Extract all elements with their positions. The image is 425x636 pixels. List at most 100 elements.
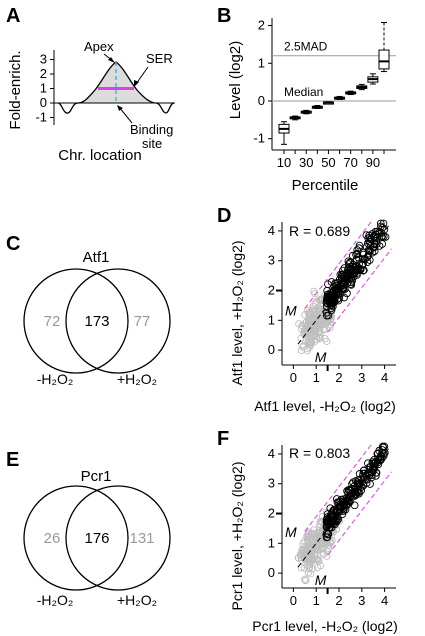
scatter-point-dark bbox=[353, 246, 362, 254]
scatter-median-x-marker: M bbox=[315, 349, 327, 365]
panel-a-ytick-label: 1 bbox=[40, 81, 47, 96]
scatter-point-light bbox=[305, 561, 314, 569]
scatter-point-dark bbox=[324, 280, 332, 289]
scatter-point-light bbox=[307, 321, 316, 330]
scatter-point-dark bbox=[365, 256, 374, 264]
binding-label: Binding bbox=[130, 122, 173, 137]
scatter-xtick-label: 3 bbox=[358, 370, 365, 385]
panel-a-xlabel: Chr. location bbox=[58, 147, 141, 164]
scatter-point-dark bbox=[323, 290, 332, 299]
scatter-point-light bbox=[323, 552, 331, 560]
scatter-xtick-label: 2 bbox=[335, 593, 342, 608]
venn-c-right-circle bbox=[65, 268, 171, 374]
scatter-point-light bbox=[298, 321, 306, 330]
scatter-point-dark bbox=[366, 235, 375, 243]
scatter-ytick-label: 2 bbox=[268, 506, 275, 521]
scatter-point-dark bbox=[363, 470, 372, 478]
scatter-point-light bbox=[312, 324, 320, 332]
scatter-xtick-label: 2 bbox=[335, 370, 342, 385]
scatter-point-dark bbox=[331, 520, 339, 529]
scatter-xtick-label: 0 bbox=[290, 593, 297, 608]
scatter-xtick-label: 1 bbox=[313, 370, 320, 385]
scatter-point-dark bbox=[337, 495, 346, 504]
scatter-median-y-marker: M bbox=[285, 524, 297, 540]
panel-f: F Pcr1 level, +H₂O₂ (log2) Pcr1 level, -… bbox=[217, 428, 398, 634]
scatter-point-dark bbox=[348, 480, 356, 488]
scatter-point-dark bbox=[367, 468, 376, 476]
scatter-point-dark bbox=[339, 279, 348, 288]
scatter-point-dark bbox=[363, 239, 372, 248]
scatter-point-dark bbox=[348, 251, 357, 260]
scatter-point-dark bbox=[348, 276, 357, 285]
venn-c-title: Atf1 bbox=[83, 249, 110, 266]
panel-a-ytick-label: 2 bbox=[40, 66, 47, 81]
scatter-point-light bbox=[304, 543, 312, 551]
scatter-point-light bbox=[313, 563, 322, 572]
scatter-point-light bbox=[312, 555, 320, 563]
scatter-point-light bbox=[294, 554, 302, 562]
scatter-point-dark bbox=[381, 233, 390, 241]
panel-b-xtick-label: 30 bbox=[299, 155, 313, 170]
scatter-median-y-marker: M bbox=[285, 302, 297, 318]
scatter-point-dark bbox=[344, 489, 352, 497]
binding-arrowhead bbox=[117, 105, 123, 111]
venn-e-overlap-count: 176 bbox=[84, 530, 109, 547]
scatter-point-dark bbox=[366, 462, 375, 471]
panel-e-label: E bbox=[6, 449, 19, 471]
scatter-point-light bbox=[304, 338, 312, 346]
scatter-point-light bbox=[311, 545, 319, 554]
scatter-point-dark bbox=[344, 257, 353, 266]
panel-d-label: D bbox=[217, 205, 231, 227]
panel-d-xlabel: Atf1 level, -H₂O₂ (log2) bbox=[254, 398, 396, 414]
scatter-point-light bbox=[309, 311, 318, 320]
scatter-point-light bbox=[313, 538, 321, 546]
scatter-point-light bbox=[299, 547, 308, 556]
scatter-point-dark bbox=[344, 497, 353, 506]
scatter-band-lower bbox=[327, 471, 392, 556]
scatter-point-dark bbox=[331, 285, 340, 294]
venn-e-right-circle bbox=[65, 485, 171, 591]
venn-c-left-count: 72 bbox=[44, 313, 61, 330]
scatter-point-dark bbox=[331, 516, 340, 524]
scatter-point-light bbox=[316, 331, 324, 339]
panel-a-ytick-label: 3 bbox=[40, 52, 47, 67]
scatter-ytick-label: 0 bbox=[268, 565, 275, 580]
scatter-point-dark bbox=[355, 241, 364, 250]
panel-f-ylabel: Pcr1 level, +H₂O₂ (log2) bbox=[229, 462, 245, 611]
scatter-point-light bbox=[307, 338, 316, 346]
scatter-point-dark bbox=[366, 237, 375, 246]
venn-e-right-label: +H₂O₂ bbox=[117, 592, 157, 608]
panel-b-ytick-label: 2 bbox=[258, 18, 265, 33]
apex-arrowhead bbox=[108, 57, 115, 63]
panel-b-ytick-label: 1 bbox=[258, 55, 265, 70]
scatter-point-dark bbox=[333, 506, 342, 515]
panel-b-xtick-label: 70 bbox=[343, 155, 357, 170]
scatter-point-light bbox=[313, 529, 321, 538]
scatter-point-light bbox=[323, 547, 331, 555]
panel-e: E Pcr1 26 176 131 -H₂O₂ +H₂O₂ bbox=[6, 449, 171, 608]
scatter-point-dark bbox=[362, 479, 371, 487]
scatter-band-lower bbox=[327, 248, 392, 333]
venn-e-left-count: 26 bbox=[44, 530, 61, 547]
scatter-point-light bbox=[309, 302, 318, 311]
scatter-point-dark bbox=[354, 266, 363, 275]
scatter-diagonal bbox=[297, 447, 390, 568]
scatter-point-dark bbox=[377, 229, 386, 237]
scatter-ytick-label: 1 bbox=[268, 535, 275, 550]
scatter-ytick-label: 3 bbox=[268, 476, 275, 491]
scatter-point-light bbox=[311, 290, 319, 298]
panel-b-label: B bbox=[217, 5, 231, 27]
scatter-point-light bbox=[322, 508, 331, 516]
scatter-point-dark bbox=[337, 274, 346, 283]
panel-b-ytick-label: -1 bbox=[253, 131, 265, 146]
scatter-point-light bbox=[318, 544, 327, 552]
scatter-point-light bbox=[307, 551, 315, 559]
panel-b-xtick-label: 90 bbox=[366, 155, 380, 170]
scatter-point-dark bbox=[325, 514, 334, 523]
venn-c-left-label: -H₂O₂ bbox=[37, 371, 74, 387]
panel-b-xtick-label: 50 bbox=[321, 155, 335, 170]
